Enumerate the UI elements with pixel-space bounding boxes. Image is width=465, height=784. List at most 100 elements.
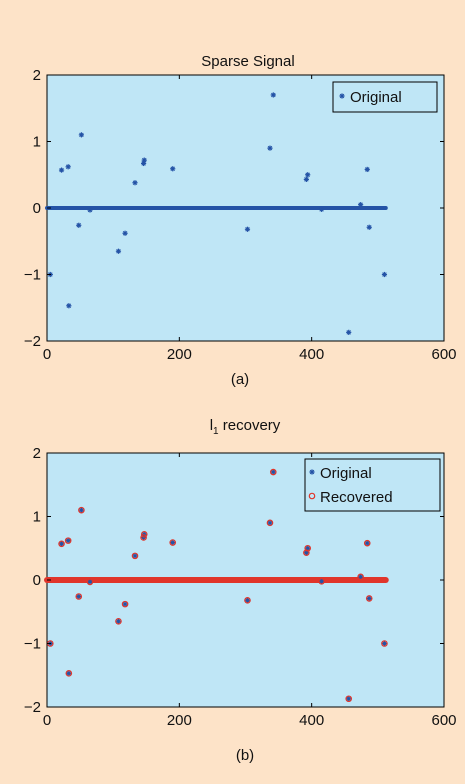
- chart-a-marks: [45, 92, 388, 335]
- chart-b-recovered-point-17: [304, 544, 311, 552]
- chart-a-original-point-21: [364, 166, 370, 173]
- chart-a-original-point-16: [303, 176, 309, 183]
- chart-b-original-point-15: [270, 469, 276, 475]
- chart-a-original-point-8: [122, 230, 128, 236]
- chart-b-ytick-label-4: 2: [33, 445, 41, 462]
- chart-a-original-point-18: [318, 206, 325, 212]
- chart-b-recovered-point-21: [363, 539, 371, 547]
- chart-a-original-point-9: [132, 180, 138, 186]
- chart-a-legend-marker-original: [339, 93, 345, 99]
- chart-b-recovered-point-14: [266, 519, 274, 527]
- chart-a-original-point-12: [170, 166, 176, 172]
- chart-a: Sparse Signal 0 200 400 600 −2 −1 0 1 2 Original…: [24, 53, 457, 388]
- chart-b-recovered-point-10: [140, 534, 147, 541]
- chart-b-original-point-2: [65, 538, 71, 544]
- chart-b-original-point-12: [170, 539, 176, 546]
- chart-a-title: Sparse Signal: [201, 53, 294, 70]
- chart-b-xtick-label-3: 600: [431, 712, 456, 729]
- chart-a-original-point-1: [58, 167, 65, 173]
- chart-a-original-point-23: [381, 271, 388, 278]
- chart-a-xtick-label-0: 0: [43, 346, 51, 363]
- chart-b-recovered-point-11: [140, 530, 148, 538]
- chart-b-legend: Original Recovered: [304, 458, 441, 512]
- chart-a-ytick-label-4: 2: [33, 67, 41, 84]
- chart-a-original-point-19: [346, 329, 352, 335]
- chart-b-original-point-7: [115, 618, 122, 624]
- chart-b-recovered-point-19: [345, 695, 353, 703]
- chart-b-recovered-point-22: [365, 595, 373, 602]
- chart-b-title: l1 recovery: [210, 417, 281, 437]
- chart-b-original-point-8: [122, 601, 128, 607]
- chart-b-original-point-6: [87, 579, 93, 585]
- chart-b-ticks: 0 200 400 600 −2 −1 0 1 2: [24, 445, 457, 729]
- chart-b-original-point-13: [244, 597, 251, 603]
- chart-a-xtick-label-2: 400: [299, 346, 324, 363]
- chart-a-original-point-3: [66, 303, 72, 309]
- chart-a-original-point-2: [65, 164, 71, 170]
- chart-b-original-point-21: [364, 540, 370, 546]
- chart-b-recovered-point-4: [75, 593, 83, 600]
- chart-b-recovered-point-18: [318, 577, 325, 585]
- chart-a-original-point-5: [78, 132, 85, 138]
- chart-b-original-point-20: [358, 574, 364, 580]
- chart-b-marks: [44, 468, 389, 703]
- chart-b-legend-star: [309, 469, 315, 475]
- chart-a-original-point-14: [267, 145, 273, 151]
- chart-a-original-point-17: [305, 172, 311, 178]
- chart-b-ytick-label-0: −2: [24, 699, 41, 716]
- chart-a-ytick-label-3: 1: [33, 134, 41, 151]
- chart-a-original-point-4: [76, 222, 82, 228]
- chart-b-recovered-point-20: [357, 573, 364, 581]
- chart-b-recovered-point-7: [115, 617, 122, 625]
- chart-b-recovered-point-16: [303, 549, 310, 556]
- chart-b-recovered-point-9: [131, 552, 139, 560]
- chart-b-legend-label-original: Original: [320, 465, 372, 482]
- chart-b-legend-circle: [308, 492, 316, 500]
- chart-b-original-point-18: [318, 578, 325, 584]
- chart-b-recovered-point-8: [121, 600, 129, 608]
- chart-b-legend-marker-recovered: [308, 492, 316, 500]
- chart-b-recovered-point-1: [58, 540, 65, 548]
- chart-a-original-point-15: [270, 92, 276, 98]
- chart-b-original-point-14: [267, 520, 273, 526]
- chart-a-legend-star: [339, 93, 345, 99]
- chart-b-xtick-label-0: 0: [43, 712, 51, 729]
- chart-b-original-point-19: [346, 696, 352, 702]
- chart-a-ytick-label-1: −1: [24, 267, 41, 284]
- chart-b-original-point-9: [132, 553, 138, 559]
- chart-b-recovered-point-2: [64, 537, 72, 544]
- chart-b-xtick-label-2: 400: [299, 712, 324, 729]
- chart-b-original-point-1: [58, 541, 65, 547]
- chart-b-recovered-point-5: [78, 506, 85, 514]
- chart-b-ytick-label-1: −1: [24, 636, 41, 653]
- chart-b-legend-marker-original: [309, 469, 315, 475]
- chart-b-legend-label-recovered: Recovered: [320, 489, 393, 506]
- chart-a-original-point-7: [115, 248, 122, 254]
- chart-a-legend-label-original: Original: [350, 89, 402, 106]
- chart-a-ticks: 0 200 400 600 −2 −1 0 1 2: [24, 67, 457, 363]
- chart-a-original-point-20: [358, 202, 364, 208]
- chart-b-xtick-label-1: 200: [167, 712, 192, 729]
- chart-b-recovered-point-23: [381, 640, 388, 647]
- chart-a-xtick-label-3: 600: [431, 346, 456, 363]
- chart-b-legend-box: [304, 458, 441, 512]
- chart-b-original-point-23: [381, 640, 388, 647]
- chart-b-original-point-5: [78, 507, 85, 513]
- chart-b-ytick-label-2: 0: [33, 572, 41, 589]
- chart-b-recovered-point-6: [86, 578, 94, 586]
- chart-a-caption: (a): [231, 371, 249, 388]
- chart-a-legend-box: [332, 81, 438, 113]
- chart-b-original-point-3: [66, 670, 72, 676]
- chart-b-recovered-point-13: [244, 597, 251, 604]
- chart-a-original-point-6: [87, 207, 93, 213]
- chart-a-ytick-label-2: 0: [33, 200, 41, 217]
- chart-b-original-point-22: [366, 595, 372, 602]
- chart-a-xtick-label-1: 200: [167, 346, 192, 363]
- chart-b: l1 recovery 0 200 400 600 −2 −1 0 1 2 Original R…: [24, 417, 457, 764]
- chart-a-ytick-label-0: −2: [24, 333, 41, 350]
- chart-b-recovered-point-15: [269, 468, 277, 476]
- chart-a-original-point-22: [366, 224, 372, 230]
- chart-b-recovered-point-12: [169, 539, 177, 546]
- chart-b-ytick-label-3: 1: [33, 509, 41, 526]
